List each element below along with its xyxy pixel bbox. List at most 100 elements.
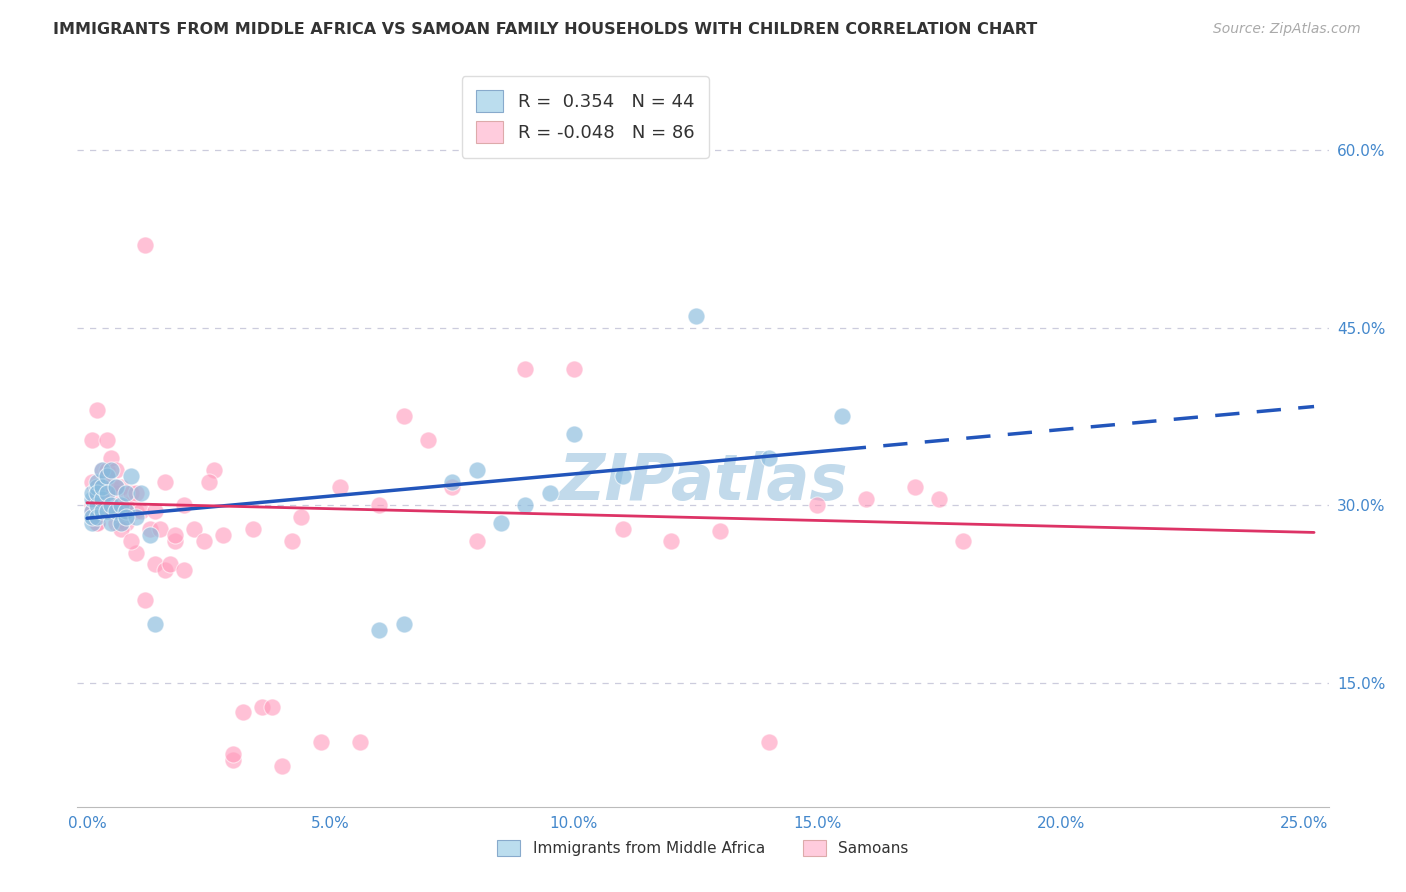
Point: [100, 516, 122, 530]
Point: [100, 480, 122, 494]
Point: [80, 504, 103, 518]
Point: [153, 475, 176, 489]
Point: [928, 492, 950, 507]
Point: [685, 309, 707, 323]
Point: [96, 468, 118, 483]
Point: [612, 468, 634, 483]
Point: [86, 480, 108, 494]
Point: [392, 409, 415, 424]
Point: [202, 463, 225, 477]
Point: [758, 735, 780, 749]
Point: [252, 699, 274, 714]
Point: [120, 486, 142, 500]
Text: ZIPatlas: ZIPatlas: [558, 450, 848, 513]
Point: [86, 510, 108, 524]
Point: [149, 522, 172, 536]
Point: [139, 528, 162, 542]
Point: [110, 516, 132, 530]
Point: [105, 516, 128, 530]
Point: [309, 735, 332, 749]
Point: [96, 504, 118, 518]
Point: [163, 528, 186, 542]
Point: [90, 463, 112, 477]
Point: [90, 492, 112, 507]
Point: [96, 433, 118, 447]
Point: [120, 533, 142, 548]
Point: [562, 362, 585, 376]
Point: [143, 504, 166, 518]
Point: [290, 510, 312, 524]
Point: [232, 706, 254, 720]
Point: [441, 480, 464, 494]
Point: [100, 450, 122, 465]
Point: [115, 498, 138, 512]
Point: [80, 504, 103, 518]
Point: [855, 492, 877, 507]
Point: [134, 593, 156, 607]
Point: [952, 533, 974, 548]
Point: [280, 533, 302, 548]
Point: [105, 480, 128, 494]
Point: [416, 433, 439, 447]
Point: [86, 403, 108, 417]
Point: [96, 486, 118, 500]
Point: [562, 427, 585, 442]
Point: [159, 558, 181, 572]
Point: [143, 616, 166, 631]
Text: IMMIGRANTS FROM MIDDLE AFRICA VS SAMOAN FAMILY HOUSEHOLDS WITH CHILDREN CORRELAT: IMMIGRANTS FROM MIDDLE AFRICA VS SAMOAN …: [53, 22, 1038, 37]
Point: [173, 563, 195, 577]
Point: [86, 486, 108, 500]
Point: [96, 463, 118, 477]
Point: [105, 504, 128, 518]
Point: [100, 504, 122, 518]
Point: [125, 504, 148, 518]
Point: [153, 563, 176, 577]
Point: [80, 433, 103, 447]
Point: [193, 533, 215, 548]
Point: [465, 533, 488, 548]
Point: [368, 623, 391, 637]
Point: [489, 516, 512, 530]
Point: [659, 533, 682, 548]
Point: [115, 510, 138, 524]
Point: [90, 504, 112, 518]
Point: [368, 498, 391, 512]
Point: [173, 498, 195, 512]
Point: [139, 522, 162, 536]
Point: [100, 504, 122, 518]
Point: [96, 486, 118, 500]
Point: [465, 463, 488, 477]
Point: [538, 486, 561, 500]
Point: [115, 504, 138, 518]
Point: [262, 699, 284, 714]
Point: [86, 486, 108, 500]
Point: [129, 486, 152, 500]
Point: [110, 522, 132, 536]
Point: [115, 516, 138, 530]
Point: [125, 545, 148, 559]
Point: [392, 616, 415, 631]
Point: [100, 463, 122, 477]
Point: [349, 735, 371, 749]
Point: [904, 480, 927, 494]
Point: [515, 362, 537, 376]
Point: [212, 528, 235, 542]
Point: [831, 409, 853, 424]
Point: [134, 237, 156, 252]
Point: [242, 522, 264, 536]
Point: [110, 498, 132, 512]
Point: [143, 558, 166, 572]
Point: [105, 463, 128, 477]
Point: [80, 516, 103, 530]
Point: [86, 516, 108, 530]
Point: [758, 450, 780, 465]
Point: [806, 498, 828, 512]
Text: Source: ZipAtlas.com: Source: ZipAtlas.com: [1213, 22, 1361, 37]
Point: [125, 510, 148, 524]
Point: [329, 480, 352, 494]
Point: [125, 486, 148, 500]
Point: [90, 486, 112, 500]
Point: [86, 475, 108, 489]
Point: [120, 468, 142, 483]
Point: [105, 486, 128, 500]
